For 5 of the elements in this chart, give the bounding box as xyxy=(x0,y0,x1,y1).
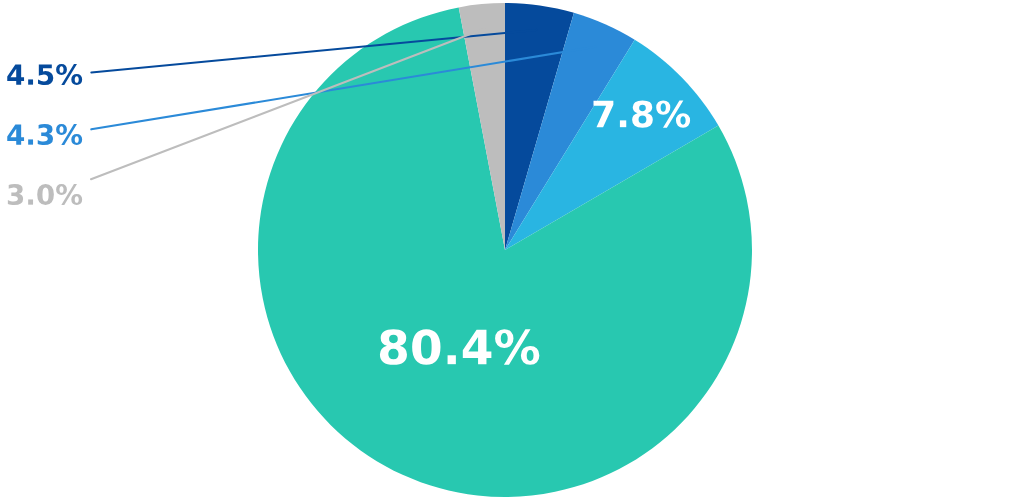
data-label: 4.3% xyxy=(7,124,83,146)
data-label: 3.0% xyxy=(7,184,83,206)
data-label: 80.4% xyxy=(379,329,540,365)
data-label: 4.5% xyxy=(7,64,83,86)
data-label: 7.8% xyxy=(593,100,691,128)
